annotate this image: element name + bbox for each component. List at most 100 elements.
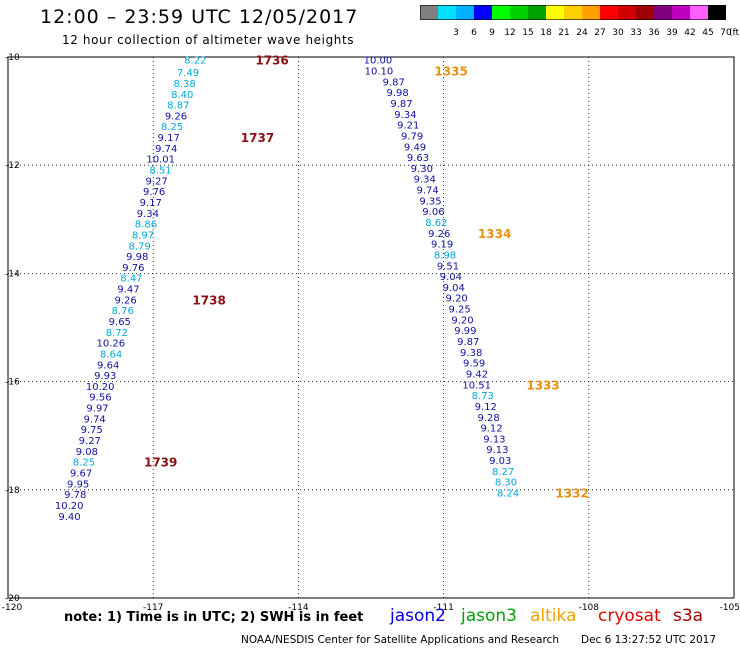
wave-height-value: 10.26 (96, 339, 125, 350)
wave-height-value: 9.04 (443, 283, 465, 294)
color-swatch (546, 5, 564, 20)
wave-height-value: 8.40 (171, 90, 193, 101)
color-scale-label: 24 (576, 28, 588, 38)
wave-height-value: 9.87 (383, 77, 405, 88)
y-tick-label: -20 (5, 594, 20, 604)
wave-height-value: 9.51 (437, 261, 459, 272)
color-scale-label: 6 (471, 28, 477, 38)
wave-height-value: 9.93 (94, 371, 116, 382)
wave-height-value: 8.25 (73, 458, 95, 469)
wave-height-value: 8.72 (106, 328, 128, 339)
wave-height-value: 9.98 (386, 88, 408, 99)
wave-height-value: 9.64 (97, 360, 119, 371)
pass-time-label: 1737 (241, 131, 274, 145)
pass-time-label: 1334 (478, 227, 511, 241)
wave-height-value: 9.06 (422, 207, 444, 218)
wave-height-value: 10.51 (462, 380, 491, 391)
wave-height-value: 8.27 (492, 467, 514, 478)
color-scale-label: 70 (720, 28, 732, 38)
pass-time-label: 1739 (144, 456, 177, 470)
wave-height-value: 7.49 (177, 68, 199, 79)
color-swatch (672, 5, 690, 20)
color-scale-label: 15 (522, 28, 533, 38)
color-swatch (618, 5, 636, 20)
wave-height-value: 10.20 (55, 501, 84, 512)
wave-height-value: 9.38 (460, 348, 482, 359)
color-scale-label: 9 (489, 28, 495, 38)
wave-height-value: 9.34 (394, 110, 416, 121)
wave-height-value: 8.97 (132, 230, 154, 241)
wave-height-value: 9.56 (89, 393, 111, 404)
wave-height-value: 9.13 (483, 434, 505, 445)
wave-height-value: 9.25 (448, 305, 470, 316)
wave-height-value: 9.19 (431, 240, 453, 251)
wave-height-value: 9.78 (64, 490, 86, 501)
color-scale-label: 42 (684, 28, 695, 38)
wave-height-value: 9.26 (114, 295, 136, 306)
generated-timestamp: Dec 6 13:27:52 UTC 2017 (581, 634, 717, 646)
wave-height-value: 9.13 (486, 445, 508, 456)
legend-cryosat: cryosat (598, 606, 661, 626)
wave-height-value: 9.17 (158, 133, 180, 144)
pass-time-label: 1335 (434, 65, 467, 79)
page-title: 12:00 – 23:59 UTC 12/05/2017 (40, 6, 359, 28)
color-scale-label: 3 (453, 28, 459, 38)
wave-height-value: 9.27 (145, 176, 167, 187)
color-scale-label: 36 (648, 28, 660, 38)
wave-height-value: 8.79 (129, 241, 151, 252)
wave-height-value: 9.26 (428, 229, 450, 240)
wave-height-value: 8.25 (161, 122, 183, 133)
color-swatch (456, 5, 474, 20)
pass-time-label: 1738 (192, 293, 225, 307)
wave-height-value: 9.49 (404, 142, 426, 153)
x-tick-label: -120 (2, 603, 23, 613)
wave-height-value: 9.74 (155, 144, 177, 155)
color-scale-label: 45 (702, 28, 713, 38)
wave-height-value: 9.99 (454, 326, 476, 337)
color-swatch (708, 5, 726, 20)
units-note: note: 1) Time is in UTC; 2) SWH is in fe… (64, 610, 364, 625)
wave-height-value: 8.76 (112, 306, 134, 317)
x-tick-label: -117 (143, 603, 163, 613)
wave-height-value: 9.08 (76, 447, 98, 458)
wave-height-value: 9.47 (117, 285, 139, 296)
color-swatch (690, 5, 708, 20)
wave-height-value: 9.17 (140, 198, 162, 209)
legend-jason2: jason2 (390, 606, 446, 626)
wave-height-value: 9.65 (109, 317, 131, 328)
y-tick-label: -16 (5, 378, 20, 388)
color-swatch (528, 5, 546, 20)
wave-height-value: 9.20 (446, 294, 468, 305)
wave-height-value: 9.87 (457, 337, 479, 348)
wave-height-value: 9.04 (440, 272, 462, 283)
color-scale-label: 33 (630, 28, 641, 38)
wave-height-value: 8.64 (100, 349, 122, 360)
color-swatch (582, 5, 600, 20)
wave-height-value: 9.76 (143, 187, 165, 198)
color-swatch (474, 5, 492, 20)
wave-height-value: 9.87 (390, 99, 412, 110)
wave-height-value: 9.98 (126, 252, 148, 263)
y-tick-label: -12 (5, 161, 20, 171)
wave-height-value: 8.24 (497, 489, 519, 500)
legend-altika: altika (530, 606, 577, 626)
wave-height-value: 9.97 (86, 404, 108, 415)
wave-height-value: 9.30 (411, 164, 433, 175)
pass-time-label: 1332 (555, 487, 588, 501)
wave-height-value: 9.34 (414, 175, 436, 186)
wave-height-value: 9.75 (81, 425, 103, 436)
wave-height-value: 9.74 (416, 186, 438, 197)
legend-s3a: s3a (673, 606, 704, 626)
x-tick-label: -105 (720, 603, 740, 613)
wave-height-value: 8.22 (184, 56, 206, 67)
wave-height-value: 9.76 (122, 263, 144, 274)
wave-height-value: 8.47 (120, 274, 142, 285)
wave-height-value: 10.01 (146, 155, 175, 166)
wave-height-value: 9.95 (67, 479, 89, 490)
wave-height-value: 9.67 (70, 468, 92, 479)
wave-height-value: 9.27 (79, 436, 101, 447)
wave-height-value: 8.62 (425, 218, 447, 229)
wave-height-value: 10.10 (365, 67, 394, 78)
x-tick-label: -111 (433, 603, 453, 613)
